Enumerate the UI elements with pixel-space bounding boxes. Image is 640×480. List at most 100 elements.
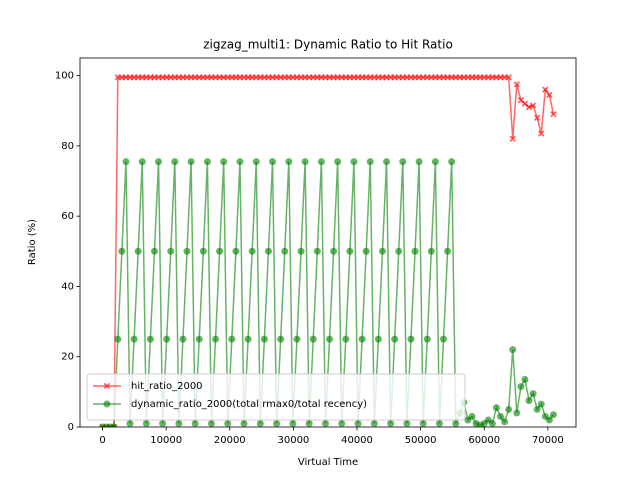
data-point xyxy=(203,158,211,166)
data-point xyxy=(301,158,309,166)
x-tick-label: 10000 xyxy=(150,435,182,446)
data-point xyxy=(366,158,374,166)
data-point xyxy=(529,102,537,109)
data-point xyxy=(236,158,244,166)
data-point xyxy=(448,158,456,166)
data-point xyxy=(216,247,224,255)
y-tick-label: 0 xyxy=(68,422,74,433)
x-tick-label: 30000 xyxy=(277,435,309,446)
data-point xyxy=(513,81,521,88)
y-axis-label: Ratio (%) xyxy=(27,219,38,265)
y-tick-label: 20 xyxy=(61,352,74,363)
data-point xyxy=(529,390,537,398)
data-point xyxy=(240,419,248,427)
data-point xyxy=(444,247,452,255)
data-point xyxy=(468,412,476,420)
data-point xyxy=(521,376,529,384)
data-point xyxy=(326,335,334,343)
data-point xyxy=(370,419,378,427)
data-point xyxy=(350,158,358,166)
x-axis-label: Virtual Time xyxy=(298,457,358,468)
data-point xyxy=(342,335,350,343)
data-point xyxy=(126,419,134,427)
data-point xyxy=(212,335,220,343)
y-tick-label: 100 xyxy=(55,71,74,82)
data-point xyxy=(419,419,427,427)
data-point xyxy=(252,158,260,166)
data-point xyxy=(232,247,240,255)
data-point xyxy=(159,419,167,427)
legend-marker xyxy=(103,400,111,408)
data-point xyxy=(395,247,403,255)
data-point xyxy=(542,86,549,93)
data-point xyxy=(244,335,252,343)
data-point xyxy=(525,397,533,405)
data-point xyxy=(163,335,171,343)
data-point xyxy=(346,247,354,255)
data-point xyxy=(546,91,553,99)
data-point xyxy=(256,419,264,427)
data-point xyxy=(525,104,533,111)
legend-label: dynamic_ratio_2000(total rmax0/total rec… xyxy=(131,399,367,410)
data-point xyxy=(150,247,158,255)
data-point xyxy=(179,335,187,343)
series-line xyxy=(102,76,555,427)
data-point xyxy=(492,404,500,412)
data-point xyxy=(374,335,382,343)
data-point xyxy=(138,158,146,166)
data-point xyxy=(411,247,419,255)
x-tick-label: 50000 xyxy=(405,435,437,446)
data-point xyxy=(538,130,545,137)
data-point xyxy=(220,158,228,166)
data-point xyxy=(391,335,399,343)
data-point xyxy=(387,419,395,427)
data-point xyxy=(423,335,431,343)
data-point xyxy=(269,158,277,166)
data-point xyxy=(155,158,163,166)
x-tick-label: 60000 xyxy=(468,435,500,446)
data-point xyxy=(488,419,496,427)
data-point xyxy=(260,335,268,343)
data-point xyxy=(545,416,553,424)
data-point xyxy=(118,247,126,255)
data-point xyxy=(509,135,516,143)
data-point xyxy=(195,335,203,343)
data-point xyxy=(509,346,517,354)
data-point xyxy=(431,158,439,166)
data-point xyxy=(415,158,423,166)
y-tick-label: 60 xyxy=(61,211,74,222)
data-point xyxy=(183,247,191,255)
data-point xyxy=(505,405,513,413)
data-point xyxy=(309,335,317,343)
data-point xyxy=(338,419,346,427)
data-point xyxy=(171,158,179,166)
y-tick-label: 80 xyxy=(61,141,74,152)
data-point xyxy=(305,419,313,427)
x-tick-label: 70000 xyxy=(532,435,564,446)
data-point xyxy=(501,418,509,426)
data-point xyxy=(440,335,448,343)
data-point xyxy=(399,158,407,166)
data-point xyxy=(537,400,545,408)
data-point xyxy=(146,335,154,343)
data-point xyxy=(228,335,236,343)
data-point xyxy=(550,111,557,118)
data-point xyxy=(224,419,232,427)
legend-box xyxy=(86,373,466,421)
legend-label: hit_ratio_2000 xyxy=(131,381,203,392)
data-point xyxy=(167,247,175,255)
data-point xyxy=(297,247,305,255)
chart-title: zigzag_multi1: Dynamic Ratio to Hit Rati… xyxy=(203,38,453,52)
data-point xyxy=(134,247,142,255)
data-point xyxy=(497,412,505,420)
data-point xyxy=(330,247,338,255)
data-point xyxy=(407,335,415,343)
data-point xyxy=(187,158,195,166)
data-point xyxy=(313,247,321,255)
plot-area xyxy=(99,74,557,427)
data-point xyxy=(130,335,138,343)
data-point xyxy=(334,158,342,166)
data-point xyxy=(517,383,525,391)
data-point xyxy=(505,74,512,81)
